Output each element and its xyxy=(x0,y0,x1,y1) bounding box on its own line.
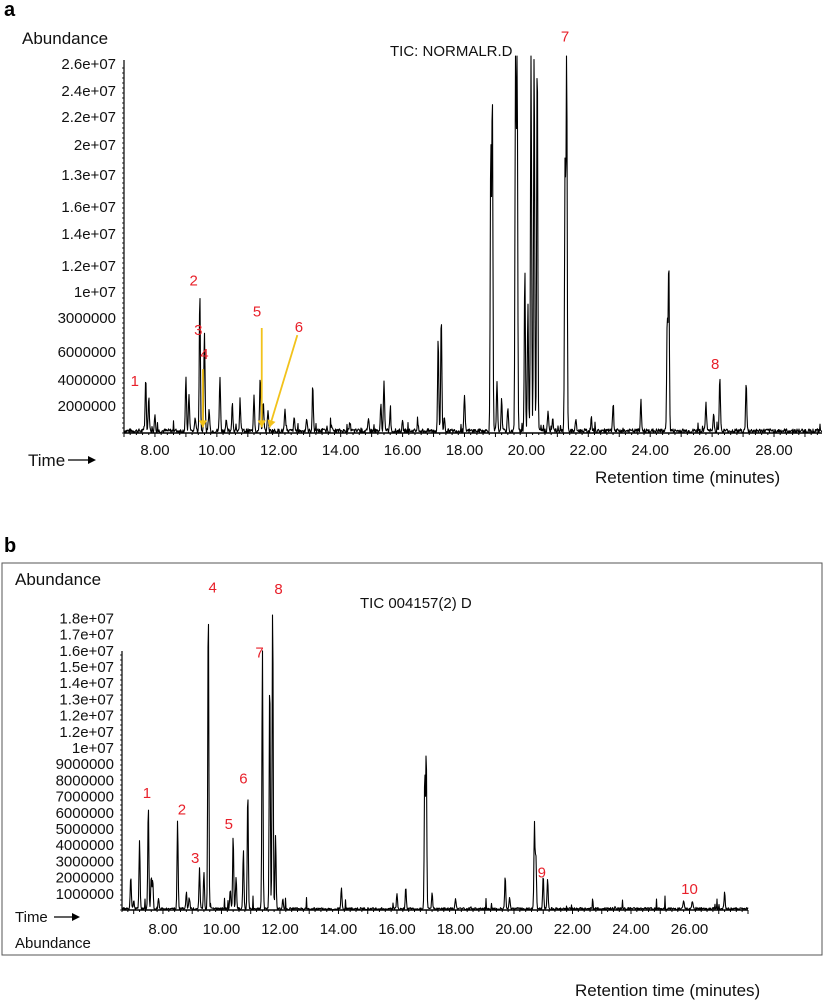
y-tick-label: 2000000 xyxy=(58,398,116,415)
x-tick-label: 20.00 xyxy=(508,442,546,459)
y-tick-label: 8000000 xyxy=(56,772,114,789)
y-tick-label: 1.5e+07 xyxy=(59,659,114,676)
time-arrow-icon xyxy=(68,456,96,464)
panel-a-title: TIC: NORMALR.D xyxy=(390,43,513,60)
peak-annotation: 2 xyxy=(189,272,197,289)
peak-annotation: 10 xyxy=(681,881,698,898)
x-tick-label: 16.00 xyxy=(378,921,416,938)
panel-a-x-axis-label: Retention time (minutes) xyxy=(595,468,780,487)
y-tick-label: 1.3e+07 xyxy=(59,691,114,708)
y-tick-label: 1.4e+07 xyxy=(59,675,114,692)
y-tick-label: 4000000 xyxy=(58,372,116,389)
peak-annotation: 5 xyxy=(225,816,233,833)
peak-annotation: 7 xyxy=(561,28,569,45)
peak-annotation: 6 xyxy=(295,319,303,336)
y-tick-label: 1.2e+07 xyxy=(61,258,116,275)
x-tick-label: 20.00 xyxy=(495,921,533,938)
x-tick-label: 26.00 xyxy=(671,921,709,938)
y-tick-label: 2.2e+07 xyxy=(61,109,116,126)
panel-a-label: a xyxy=(4,0,16,21)
peak-annotation: 7 xyxy=(255,644,263,661)
x-tick-label: 16.00 xyxy=(384,442,422,459)
y-tick-label: 4000000 xyxy=(56,837,114,854)
x-tick-label: 28.00 xyxy=(755,442,793,459)
peak-annotation: 4 xyxy=(200,346,208,363)
y-tick-label: 2e+07 xyxy=(74,137,116,154)
y-tick-label: 6000000 xyxy=(58,344,116,361)
y-tick-label: 6000000 xyxy=(56,805,114,822)
peak-annotation: 8 xyxy=(711,356,719,373)
y-tick-label: 3000000 xyxy=(56,853,114,870)
x-tick-label: 14.00 xyxy=(322,442,360,459)
y-tick-label: 1e+07 xyxy=(72,740,114,757)
y-tick-label: 1.2e+07 xyxy=(59,708,114,725)
tic-trace xyxy=(123,55,823,434)
y-tick-label: 1.6e+07 xyxy=(59,643,114,660)
x-tick-label: 8.00 xyxy=(140,442,169,459)
y-tick-label: 2000000 xyxy=(56,870,114,887)
peak-annotation: 9 xyxy=(538,865,546,882)
x-tick-label: 12.00 xyxy=(261,921,299,938)
x-tick-label: 8.00 xyxy=(148,921,177,938)
x-tick-label: 24.00 xyxy=(612,921,650,938)
x-tick-label: 18.00 xyxy=(446,442,484,459)
panel-a-time-label: Time xyxy=(28,451,65,470)
y-tick-label: 2.4e+07 xyxy=(61,83,116,100)
y-tick-label: 1.6e+07 xyxy=(61,199,116,216)
x-tick-label: 12.00 xyxy=(260,442,298,459)
x-tick-label: 10.00 xyxy=(203,921,241,938)
y-tick-label: 1.4e+07 xyxy=(61,226,116,243)
panel-b-time-label: Time xyxy=(15,909,48,926)
peak-annotation: 6 xyxy=(239,771,247,788)
y-tick-label: 7000000 xyxy=(56,789,114,806)
peak-arrow-icon xyxy=(267,334,299,428)
y-tick-label: 1.7e+07 xyxy=(59,627,114,644)
tic-trace xyxy=(121,614,749,911)
peak-annotation: 5 xyxy=(253,304,261,321)
panel-b-frame xyxy=(1,562,823,956)
peak-annotation: 1 xyxy=(143,785,151,802)
panel-a-y-axis-label: Abundance xyxy=(22,29,108,48)
peak-annotation: 1 xyxy=(131,373,139,390)
y-tick-label: 5000000 xyxy=(56,821,114,838)
peak-annotation: 4 xyxy=(209,579,217,596)
x-tick-label: 26.00 xyxy=(693,442,731,459)
peak-arrow-icon xyxy=(198,369,208,428)
panel-b-y-axis-label: Abundance xyxy=(15,570,101,589)
panel-b-x-axis-label: Retention time (minutes) xyxy=(575,981,760,1000)
panel-a: a Abundance TIC: NORMALR.D Time Retentio… xyxy=(4,0,823,487)
x-tick-label: 14.00 xyxy=(320,921,358,938)
y-tick-label: 9000000 xyxy=(56,756,114,773)
peak-annotation: 3 xyxy=(194,322,202,339)
x-tick-label: 22.00 xyxy=(554,921,592,938)
peak-annotation: 2 xyxy=(178,801,186,818)
x-tick-label: 10.00 xyxy=(198,442,236,459)
y-tick-label: 1.3e+07 xyxy=(61,167,116,184)
y-tick-label: 1000000 xyxy=(56,886,114,903)
x-tick-label: 24.00 xyxy=(631,442,669,459)
y-tick-label: 3000000 xyxy=(58,310,116,327)
y-tick-label: 1e+07 xyxy=(74,284,116,301)
y-tick-label: 1.2e+07 xyxy=(59,724,114,741)
peak-arrow-icon xyxy=(257,327,266,428)
x-tick-label: 18.00 xyxy=(437,921,475,938)
panel-b-bottom-label: Abundance xyxy=(15,935,91,952)
peak-annotation: 3 xyxy=(191,850,199,867)
peak-annotation: 8 xyxy=(274,581,282,598)
panel-b-title: TIC 004157(2) D xyxy=(360,595,472,612)
panel-b: b Abundance TIC 004157(2) D Time Abundan… xyxy=(1,535,823,1000)
panel-b-label: b xyxy=(4,535,16,557)
time-arrow-icon xyxy=(54,913,80,921)
x-tick-label: 22.00 xyxy=(570,442,608,459)
y-tick-label: 1.8e+07 xyxy=(59,610,114,627)
y-tick-label: 2.6e+07 xyxy=(61,56,116,73)
